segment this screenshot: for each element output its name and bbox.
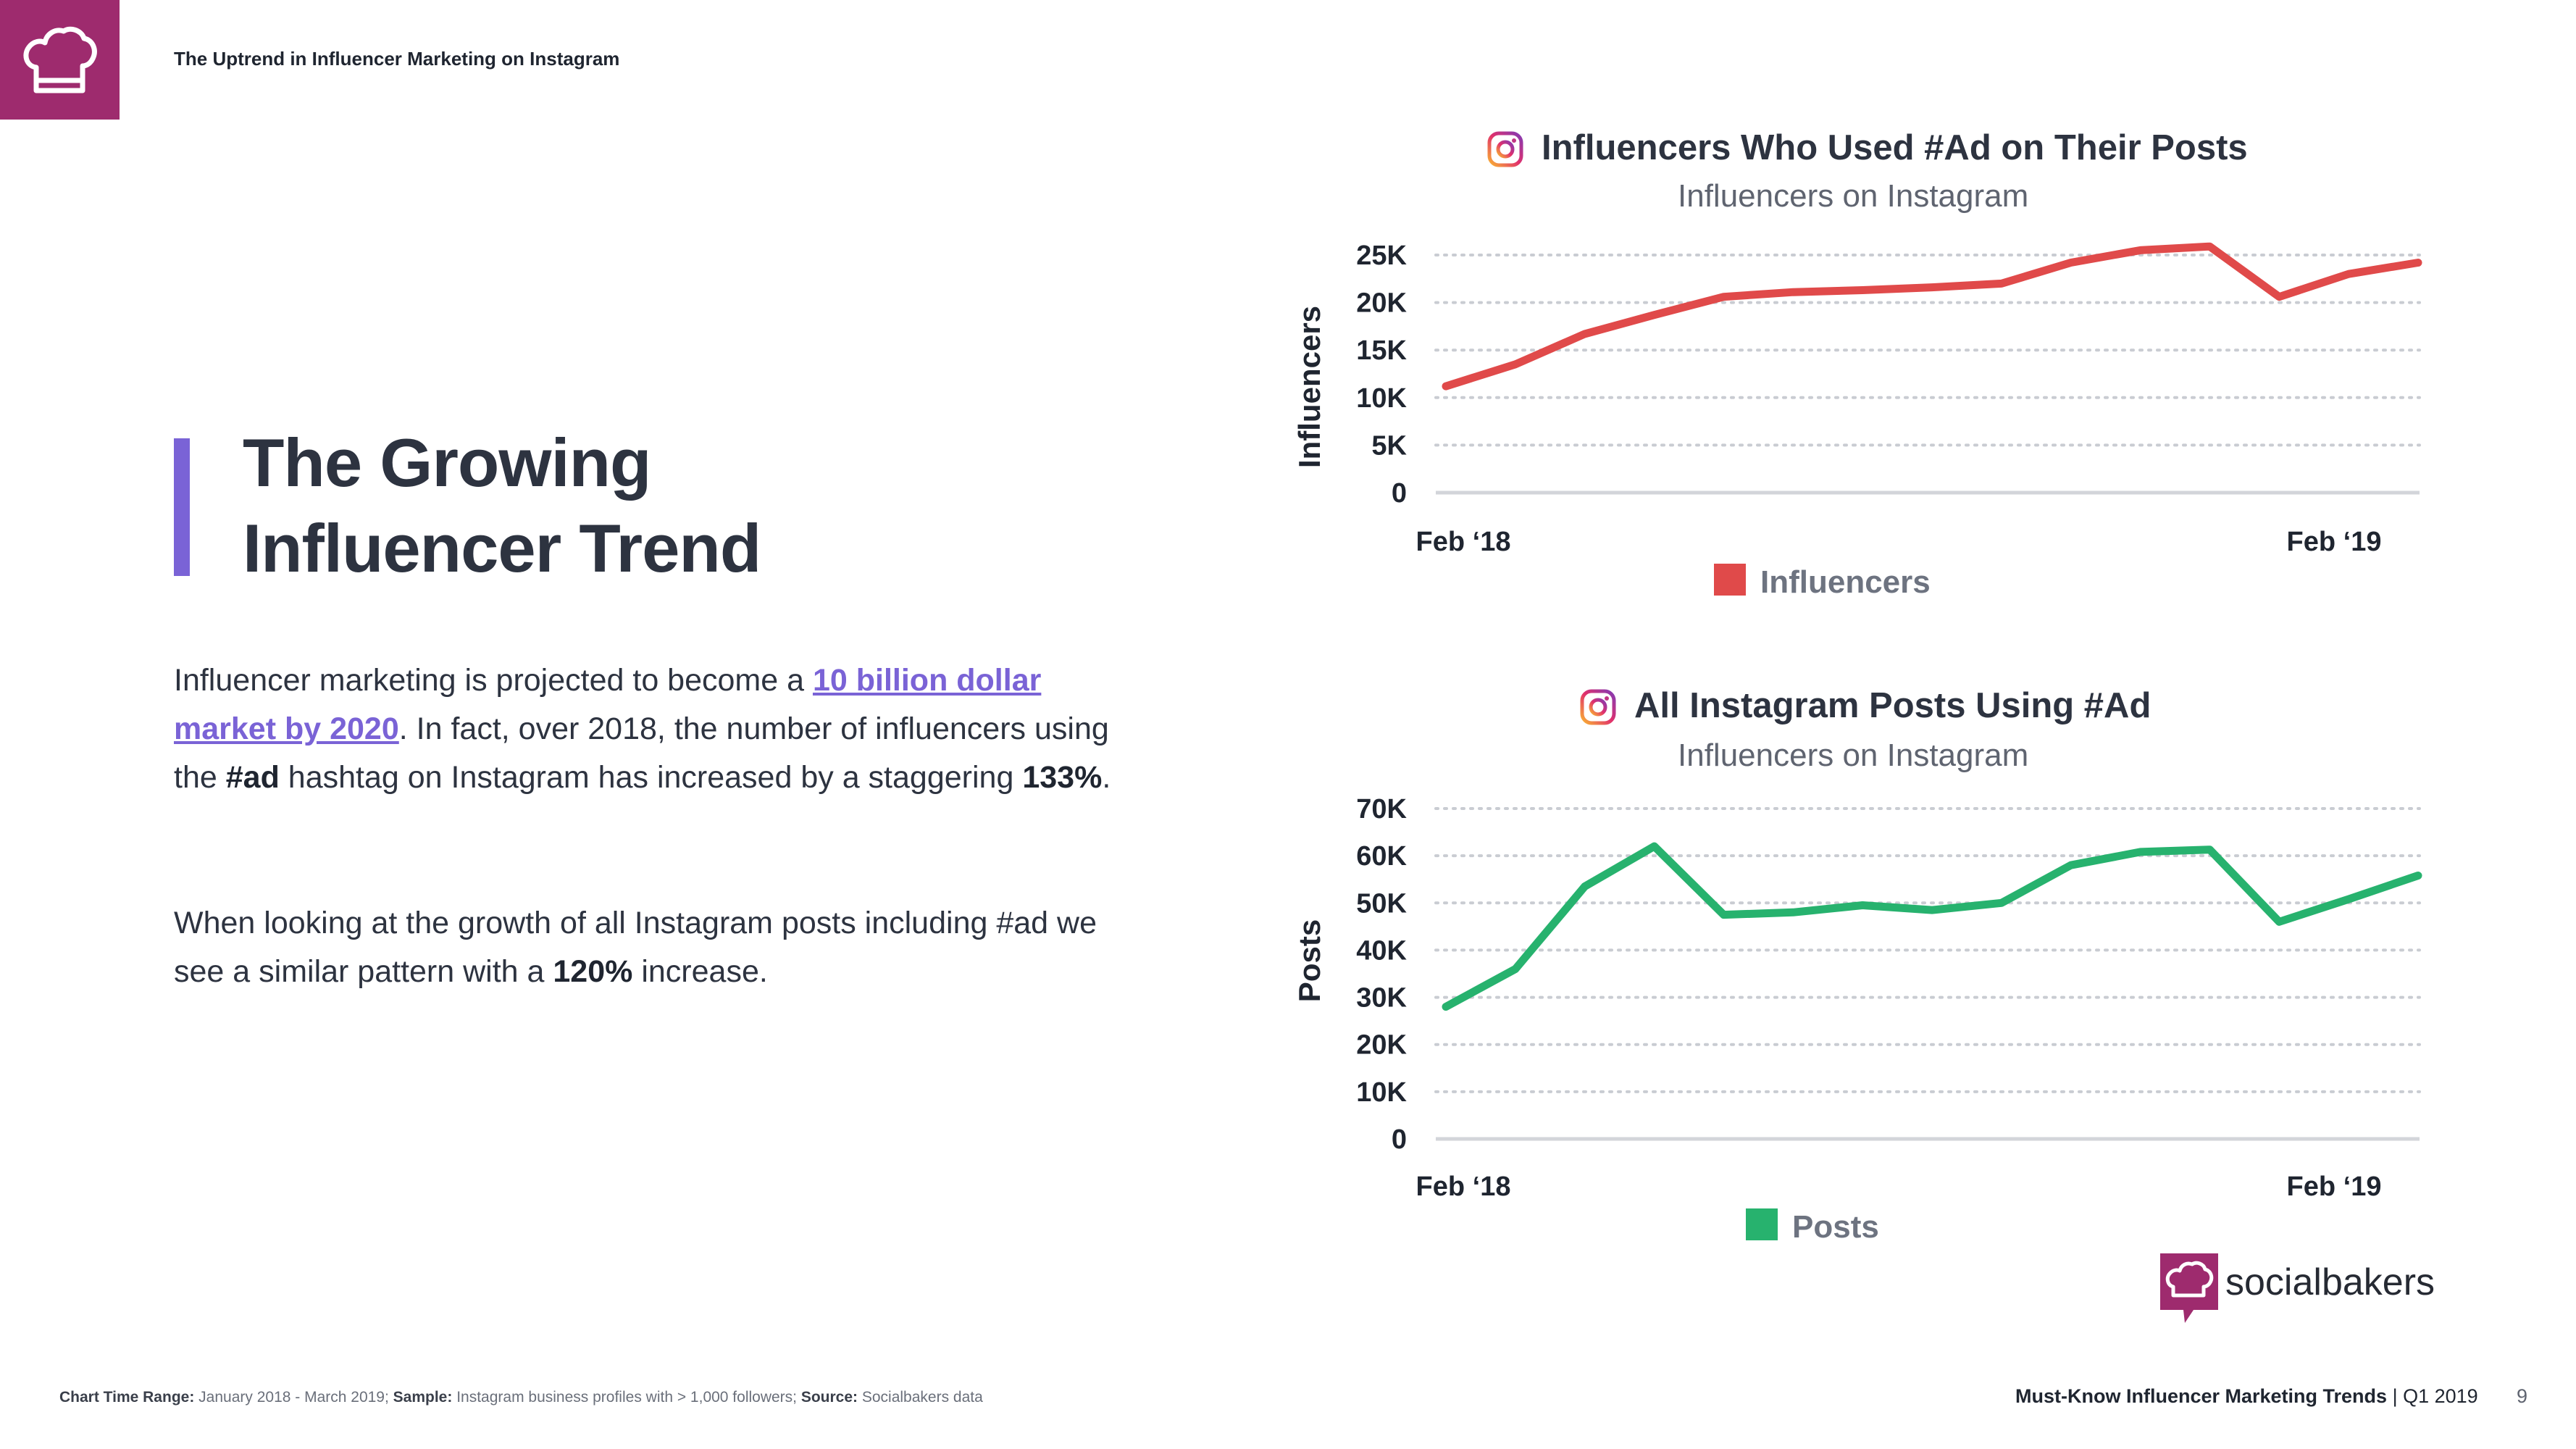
- title-line-2: Influencer Trend: [243, 510, 761, 586]
- intro-text-2: . In fact, over 2018, the number of infl…: [174, 711, 1109, 795]
- report-period: | Q1 2019: [2387, 1385, 2478, 1407]
- footnote-source-value: Socialbakers data: [858, 1389, 983, 1406]
- brand-name: socialbakers: [2225, 1261, 2435, 1303]
- socialbakers-logo-icon: [2160, 1253, 2218, 1323]
- intro-text-3: hashtag on Instagram has increased by a …: [279, 760, 1023, 795]
- legend-swatch: [1746, 1208, 1778, 1240]
- posts-growth-stat: 120%: [553, 954, 633, 989]
- footnote-range-value: January 2018 - March 2019;: [194, 1389, 393, 1406]
- intro-paragraph: Influencer marketing is projected to bec…: [174, 656, 1130, 802]
- series-line-influencers: [1442, 242, 2422, 391]
- instagram-icon: [1487, 131, 1523, 167]
- chart1-subtitle: Influencers on Instagram: [1678, 178, 2029, 214]
- hashtag-bold: #ad: [225, 760, 280, 795]
- footnote: Chart Time Range: January 2018 - March 2…: [59, 1389, 983, 1406]
- report-name: Must-Know Influencer Marketing Trends: [2015, 1385, 2388, 1407]
- y-tick-label: 70K: [1356, 794, 1407, 824]
- title-line-1: The Growing: [243, 425, 651, 501]
- posts-paragraph: When looking at the growth of all Instag…: [174, 899, 1130, 996]
- legend-label: Influencers: [1760, 564, 1931, 600]
- footnote-source-label: Source:: [800, 1389, 858, 1406]
- y-tick-label: 20K: [1356, 288, 1407, 319]
- footnote-sample-value: Instagram business profiles with > 1,000…: [452, 1389, 801, 1406]
- x-tick-label: Feb ‘18: [1416, 1172, 1511, 1202]
- y-tick-label: 60K: [1356, 841, 1407, 872]
- posts-text-1: When looking at the growth of all Instag…: [174, 906, 1097, 989]
- influencer-growth-stat: 133%: [1022, 760, 1103, 795]
- x-tick-label: Feb ‘18: [1416, 527, 1511, 557]
- page-number: 9: [2517, 1385, 2528, 1407]
- intro-text-1: Influencer marketing is projected to bec…: [174, 663, 813, 698]
- footnote-range-label: Chart Time Range:: [59, 1389, 195, 1406]
- y-tick-label: 20K: [1356, 1030, 1407, 1061]
- y-axis-label: Posts: [1292, 919, 1326, 1002]
- report-title: Must-Know Influencer Marketing Trends | …: [2015, 1385, 2478, 1408]
- instagram-icon: [1580, 689, 1616, 725]
- y-tick-label: 0: [1392, 478, 1407, 509]
- x-tick-label: Feb ‘19: [2287, 1172, 2382, 1202]
- intro-text-4: .: [1102, 760, 1111, 795]
- chart2-subtitle: Influencers on Instagram: [1678, 738, 2029, 773]
- y-tick-label: 50K: [1356, 888, 1407, 919]
- y-axis-label: Influencers: [1292, 306, 1326, 468]
- y-tick-label: 10K: [1356, 383, 1407, 414]
- y-tick-label: 25K: [1356, 241, 1407, 271]
- footnote-sample-label: Sample:: [393, 1389, 453, 1406]
- title-accent-bar: [174, 438, 190, 576]
- market-report-link[interactable]: 10 billion dollar market by 2020: [174, 663, 1042, 746]
- y-tick-label: 10K: [1356, 1077, 1407, 1108]
- posts-text-2: increase.: [632, 954, 768, 989]
- y-tick-label: 15K: [1356, 335, 1407, 366]
- chart2-title: All Instagram Posts Using #Ad: [1634, 686, 2151, 725]
- series-line-posts: [1442, 842, 2422, 1011]
- chart1-title: Influencers Who Used #Ad on Their Posts: [1542, 128, 2248, 167]
- page-header-title: The Uptrend in Influencer Marketing on I…: [174, 48, 620, 70]
- y-tick-label: 5K: [1371, 430, 1407, 461]
- legend-swatch: [1714, 564, 1746, 596]
- y-tick-label: 30K: [1356, 983, 1407, 1014]
- x-tick-label: Feb ‘19: [2287, 527, 2382, 557]
- y-tick-label: 0: [1392, 1124, 1407, 1155]
- brand-logo-box: [0, 0, 120, 120]
- page-title: The Growing Influencer Trend: [243, 420, 761, 591]
- chef-hat-icon: [23, 26, 97, 93]
- legend-label: Posts: [1792, 1209, 1879, 1245]
- y-tick-label: 40K: [1356, 935, 1407, 966]
